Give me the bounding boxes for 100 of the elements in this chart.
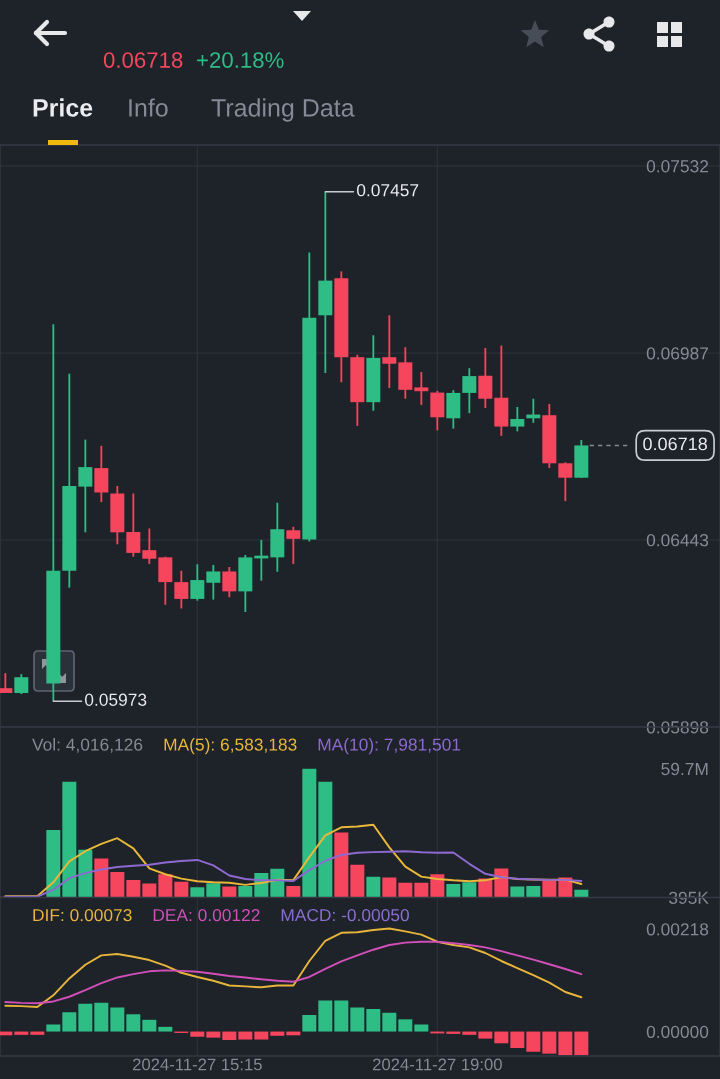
bar <box>366 876 381 898</box>
bar <box>462 1031 477 1035</box>
candlestick <box>174 569 189 610</box>
annotation: 0.07457 <box>356 184 419 197</box>
candlestick <box>142 527 157 565</box>
y-tick-label: 0.00000 <box>646 1025 709 1038</box>
bar <box>398 1019 413 1032</box>
bar <box>126 1014 141 1032</box>
text: MA(5): 6,583,183 <box>164 738 297 755</box>
bar <box>382 877 397 898</box>
bar <box>318 1000 333 1032</box>
bar <box>126 879 141 898</box>
bar <box>446 884 461 898</box>
candlestick <box>478 347 493 409</box>
bar <box>478 1031 493 1039</box>
ref-line-label: 0.06718 <box>643 437 707 451</box>
bar <box>222 886 237 898</box>
bar <box>110 1007 125 1032</box>
bar <box>222 1031 237 1041</box>
bar <box>46 1024 61 1032</box>
bar <box>270 1031 285 1036</box>
bar <box>78 1003 93 1032</box>
text: 0.06718 <box>103 52 183 68</box>
bar <box>238 885 253 898</box>
y-tick-label: 59.7M <box>661 762 708 776</box>
bar <box>526 1031 541 1052</box>
bar <box>510 886 525 898</box>
bar <box>334 832 349 898</box>
bar <box>286 885 301 898</box>
candlestick <box>414 371 429 406</box>
bar <box>30 1031 45 1035</box>
bar <box>350 864 365 898</box>
text: MA(10): 7,981,501 <box>318 738 461 755</box>
bar <box>206 1031 221 1038</box>
bar <box>142 1019 157 1032</box>
bar <box>334 1000 349 1032</box>
series-label: DIF: 0.00073 <box>33 908 132 922</box>
candlestick <box>206 564 221 601</box>
candlestick <box>78 438 93 534</box>
candlestick <box>558 461 573 502</box>
candlestick <box>462 367 477 415</box>
candlestick <box>190 563 205 602</box>
candlestick <box>14 673 29 695</box>
bar <box>398 882 413 898</box>
candlestick <box>126 492 141 558</box>
text: DEA: 0.00122 <box>153 908 260 922</box>
bar <box>238 1031 253 1040</box>
text: +20.18% <box>197 52 284 68</box>
bar <box>542 880 557 898</box>
bar <box>494 1031 509 1044</box>
bar <box>62 1012 77 1032</box>
bar <box>318 781 333 898</box>
bar <box>174 881 189 898</box>
bar <box>158 874 173 898</box>
bar <box>302 768 317 898</box>
x-tick-label: 2024-11-27 19:00 <box>373 1058 502 1071</box>
bar <box>366 1008 381 1032</box>
bar <box>158 1026 173 1032</box>
bar <box>350 1007 365 1032</box>
bar <box>494 868 509 898</box>
bar <box>414 882 429 898</box>
text: Price <box>33 98 93 117</box>
annotation: Vol: 4,016,126 <box>32 738 143 753</box>
y-tick-label: 0.06443 <box>646 534 709 547</box>
bar <box>94 858 109 898</box>
bar <box>574 1031 589 1056</box>
bar <box>414 1024 429 1032</box>
bar <box>46 829 61 898</box>
bar <box>254 1031 269 1040</box>
line-series <box>4 823 583 898</box>
bar <box>462 882 477 898</box>
bar <box>190 887 205 898</box>
line-series <box>4 940 583 1005</box>
bar <box>110 872 125 898</box>
bar <box>430 874 445 898</box>
candlestick <box>286 525 301 565</box>
bar <box>382 1012 397 1032</box>
candlestick <box>382 314 397 390</box>
line-series <box>4 850 583 898</box>
bar <box>78 849 93 898</box>
y-tick-label: 0.07532 <box>646 160 709 173</box>
y-tick-label: 0.06987 <box>646 347 709 360</box>
bar <box>94 1002 109 1032</box>
y-tick-label: 0.00218 <box>646 923 709 936</box>
x-tick-label: 2024-11-27 15:15 <box>133 1058 262 1071</box>
bar <box>510 1031 525 1048</box>
bar <box>142 883 157 898</box>
text: Info <box>129 98 168 117</box>
annotation: 0.05973 <box>84 693 147 706</box>
text: Trading Data <box>211 98 355 122</box>
candlestick <box>222 566 237 599</box>
bar <box>62 781 77 898</box>
bar <box>526 885 541 898</box>
y-tick-label: 0.05898 <box>646 721 709 734</box>
bar <box>206 883 221 898</box>
bar <box>542 1031 557 1054</box>
bar <box>302 1015 317 1032</box>
annotation: MACD: -0.00050 <box>281 908 409 922</box>
bar <box>14 1031 29 1035</box>
line-series <box>4 927 583 1009</box>
